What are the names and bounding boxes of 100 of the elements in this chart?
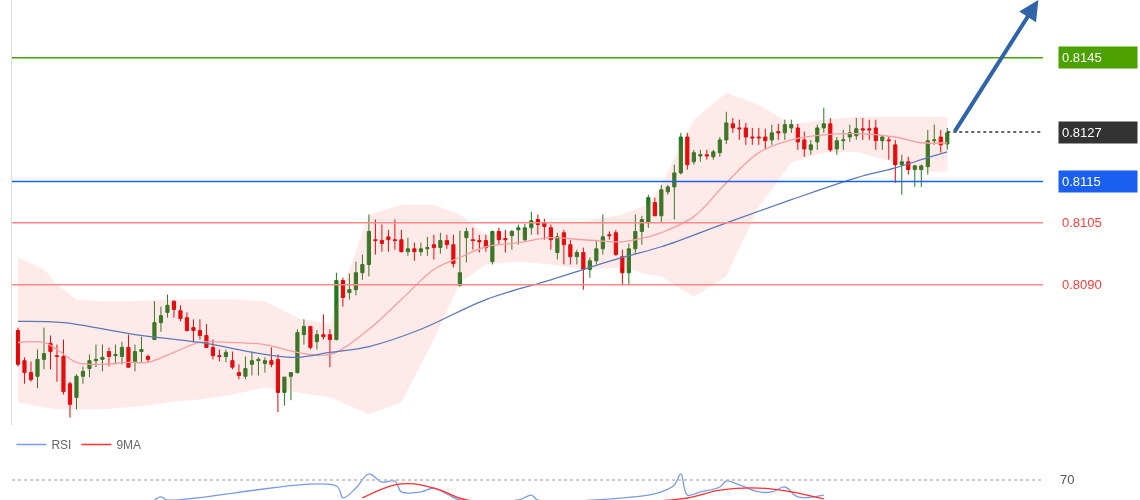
candlestick [542, 218, 547, 241]
candlestick [717, 136, 722, 158]
candlestick [405, 237, 410, 257]
candlestick [815, 124, 820, 151]
candlestick [568, 239, 573, 265]
candlestick [236, 363, 242, 380]
candlestick [561, 229, 566, 265]
candlestick [438, 232, 443, 255]
candlestick [665, 184, 670, 196]
candlestick [899, 154, 904, 196]
candlestick [152, 300, 157, 341]
candlestick [28, 360, 34, 383]
candlestick [893, 139, 898, 184]
candlestick [444, 234, 449, 250]
candlestick [295, 328, 300, 374]
candlestick [672, 164, 677, 221]
candlestick [171, 299, 177, 319]
candlestick [633, 214, 638, 256]
candlestick [516, 223, 521, 246]
candlestick [581, 247, 586, 291]
candlestick [451, 234, 456, 268]
candlestick [769, 124, 774, 146]
candlestick [106, 346, 112, 367]
candlestick [509, 229, 514, 251]
candlestick [184, 311, 190, 333]
candlestick [756, 127, 761, 146]
candlestick [334, 272, 339, 341]
candlestick [217, 348, 222, 362]
candlestick [93, 344, 99, 368]
candlestick [340, 277, 345, 308]
candlestick [399, 229, 404, 254]
candlestick [834, 136, 839, 156]
legend-label: 9MA [116, 438, 142, 453]
candlestick [373, 219, 378, 256]
candlestick [841, 129, 846, 151]
candlestick [366, 214, 371, 277]
candlestick [854, 117, 859, 141]
candlestick [327, 328, 332, 368]
candlestick [61, 339, 66, 395]
candlestick [925, 129, 930, 176]
legend-label: RSI [51, 438, 72, 453]
candlestick [139, 336, 144, 363]
candlestick [392, 219, 397, 251]
ref-line-label: 0.8090 [1062, 277, 1102, 292]
ref-line-label: 0.8105 [1062, 215, 1102, 230]
candlestick [100, 344, 105, 372]
candlestick [802, 131, 807, 158]
candlestick [87, 353, 92, 378]
candlestick [847, 124, 852, 143]
candlestick [574, 249, 579, 265]
candlestick [548, 223, 553, 251]
ref-line-label: 0.8145 [1062, 50, 1102, 65]
candlestick [431, 234, 436, 261]
candlestick [691, 149, 696, 166]
candlestick [704, 149, 709, 161]
candlestick [873, 119, 878, 151]
candlestick [288, 372, 294, 401]
candlestick [821, 107, 826, 134]
candlestick [191, 318, 196, 343]
candlestick [379, 223, 384, 253]
candlestick [789, 119, 794, 134]
candlestick [795, 123, 800, 151]
candlestick [659, 184, 664, 224]
candlestick [308, 325, 313, 350]
candlestick [808, 139, 813, 156]
candlestick [912, 164, 917, 188]
candlestick [67, 381, 73, 419]
ref-line-label: 0.8127 [1062, 125, 1102, 140]
candlestick [464, 227, 469, 263]
candlestick [711, 149, 716, 161]
candlestick [743, 122, 748, 146]
candlestick [360, 254, 365, 281]
candlestick [15, 327, 21, 367]
candlestick [35, 348, 40, 389]
candlestick [412, 242, 417, 262]
candlestick [249, 351, 255, 376]
candlestick [600, 214, 605, 256]
candlestick [678, 132, 683, 176]
candlestick [321, 313, 326, 341]
candlestick [269, 346, 274, 368]
candlestick [256, 356, 261, 376]
candlestick [457, 230, 462, 288]
candlestick [22, 356, 27, 385]
candlestick [178, 304, 183, 322]
candlestick [620, 249, 625, 287]
candlestick [555, 232, 560, 261]
candlestick [730, 117, 735, 134]
candlestick [418, 242, 423, 257]
candlestick [347, 273, 352, 301]
candlestick [314, 329, 320, 350]
candlestick [353, 261, 358, 296]
candlestick [210, 339, 216, 360]
candlestick [685, 132, 690, 171]
candlestick [867, 119, 872, 141]
candlestick [126, 334, 131, 368]
candlestick [919, 164, 924, 188]
candlestick [698, 149, 703, 163]
candlestick [275, 353, 281, 413]
candlestick [74, 373, 79, 410]
candlestick [932, 124, 937, 146]
